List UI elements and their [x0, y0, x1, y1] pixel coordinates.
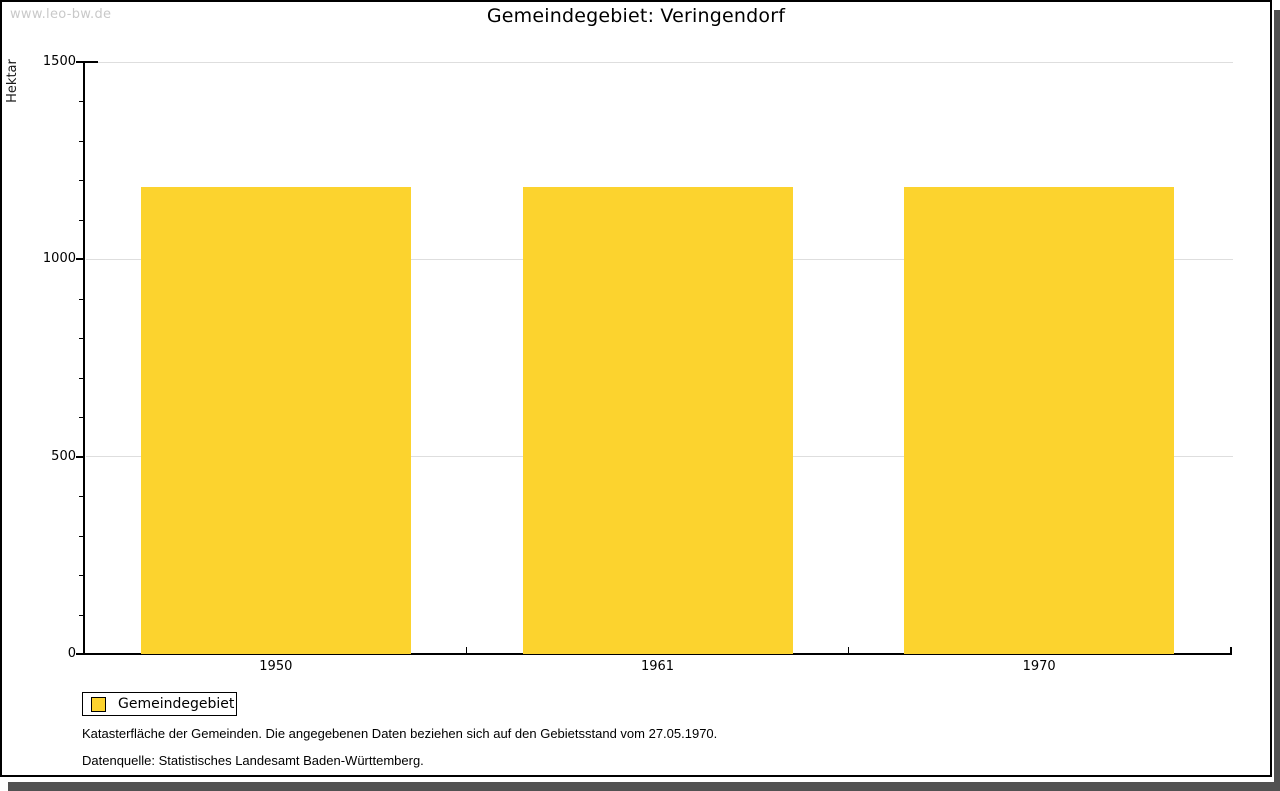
x-tick-label-1970: 1970	[1022, 659, 1056, 674]
legend: Gemeindegebiet	[82, 692, 237, 716]
note-gebietsstand: Katasterfläche der Gemeinden. Die angege…	[82, 726, 718, 741]
x-tick-label-1950: 1950	[259, 659, 293, 674]
y-axis-end-tick	[85, 61, 98, 63]
y-tick-1000	[76, 258, 84, 261]
y-minor-tick-600	[79, 417, 84, 419]
x-divider-tick-2	[847, 647, 849, 654]
y-axis-line	[83, 61, 85, 655]
x-axis-end-tick	[1230, 647, 1232, 655]
y-tick-label-1500: 1500	[42, 54, 76, 69]
y-minor-tick-400	[79, 496, 84, 498]
gridline-1500	[86, 61, 1233, 63]
y-minor-tick-700	[79, 377, 84, 379]
y-tick-label-1000: 1000	[42, 251, 76, 267]
bar-1950	[140, 187, 411, 654]
x-axis-line	[83, 653, 1232, 655]
chart-title: Gemeindegebiet: Veringendorf	[486, 5, 786, 27]
y-minor-tick-1300	[79, 140, 84, 142]
y-minor-tick-300	[79, 535, 84, 537]
bar-1970	[904, 187, 1175, 654]
y-minor-tick-100	[79, 614, 84, 616]
chart-frame: www.leo-bw.de Gemeindegebiet: Veringendo…	[0, 0, 1272, 777]
legend-label: Gemeindegebiet	[118, 696, 235, 712]
y-minor-tick-900	[79, 298, 84, 300]
frame-shadow-right	[1274, 10, 1280, 791]
y-tick-label-500: 500	[51, 448, 76, 464]
y-tick-500	[76, 455, 84, 458]
bar-1961	[522, 187, 793, 654]
y-minor-tick-200	[79, 575, 84, 577]
y-minor-tick-800	[79, 338, 84, 340]
legend-swatch	[91, 696, 106, 712]
y-minor-tick-1100	[79, 219, 84, 221]
watermark: www.leo-bw.de	[10, 7, 112, 22]
y-minor-tick-1200	[79, 180, 84, 182]
x-divider-tick-1	[466, 647, 468, 654]
x-tick-label-1961: 1961	[640, 659, 675, 674]
y-tick-0	[76, 653, 84, 655]
y-tick-label-0: 0	[67, 646, 76, 661]
note-datenquelle: Datenquelle: Statistisches Landesamt Bad…	[82, 753, 424, 768]
y-axis-label: Hektar	[5, 59, 20, 103]
y-minor-tick-1400	[79, 101, 84, 103]
frame-shadow-bottom	[8, 782, 1280, 791]
y-tick-1500	[76, 61, 84, 63]
